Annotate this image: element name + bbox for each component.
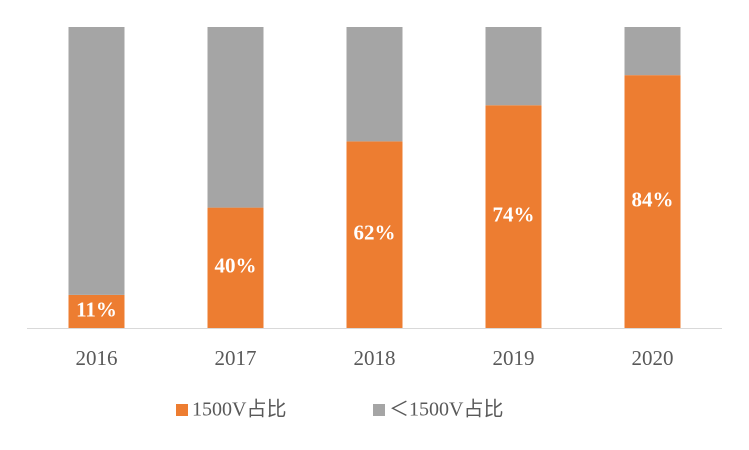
bar-segment [346,27,403,142]
data-label: 11% [76,297,117,321]
x-tick-label: 2017 [215,346,257,370]
bar-segment [207,207,264,328]
bar-segment [624,75,681,328]
data-label: 62% [354,221,396,245]
bar-segment [485,105,542,328]
legend-swatch [176,404,188,416]
x-tick-label: 2018 [354,346,396,370]
legend-label: 1500V占比 [192,398,286,421]
data-label: 40% [215,254,257,278]
bar-segment [207,27,264,208]
bar-segment [68,27,125,295]
data-label: 74% [493,202,535,226]
bar-segment [624,27,681,76]
x-tick-label: 2019 [493,346,535,370]
x-tick-label: 2016 [76,346,118,370]
data-label: 84% [632,187,674,211]
legend-swatch [373,404,385,416]
bar-segment [485,27,542,106]
bar-segment [68,294,125,328]
legend-label: ＜1500V占比 [389,398,503,421]
x-tick-label: 2020 [632,346,674,370]
bar-segment [346,141,403,328]
